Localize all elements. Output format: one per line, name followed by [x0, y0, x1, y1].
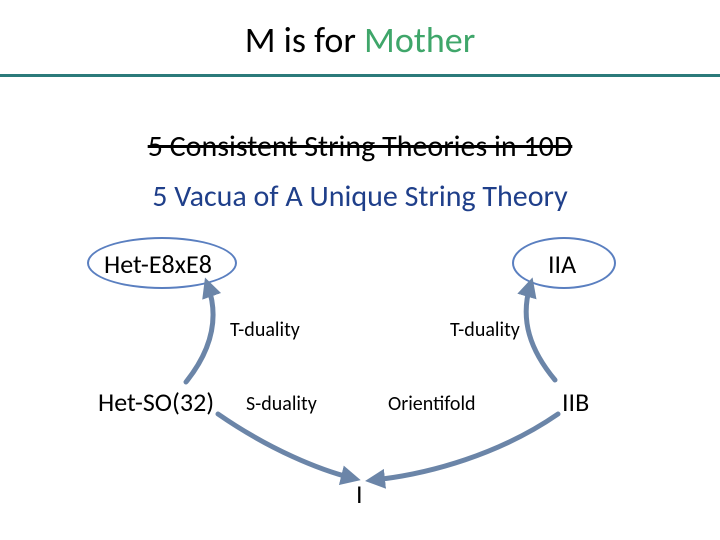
node-het-so32-label: Het-SO(32) — [98, 386, 214, 418]
label-t-duality-left: T-duality — [230, 318, 300, 342]
page-title: M is for Mother — [0, 0, 720, 70]
node-iia-label: IIA — [548, 248, 576, 280]
node-iib-label: IIB — [562, 386, 589, 418]
node-i-label: I — [356, 478, 363, 510]
label-t-duality-right: T-duality — [450, 318, 520, 342]
label-orientifold-text: Orientifold — [388, 392, 476, 416]
label-t-right-text: T-duality — [450, 318, 520, 342]
title-highlight: Mother — [364, 18, 475, 62]
label-s-duality: S-duality — [246, 392, 317, 416]
arrow-IIB-to-I — [374, 414, 558, 480]
label-orientifold: Orientifold — [388, 392, 476, 416]
label-s-duality-text: S-duality — [246, 392, 317, 416]
subtitle-main: 5 Vacua of A Unique String Theory — [0, 178, 720, 215]
arrow-hetSO32-to-hetE8 — [186, 286, 213, 382]
subtitle2-text: 5 Vacua of A Unique String Theory — [152, 178, 568, 215]
node-i: I — [356, 478, 363, 510]
node-iia: IIA — [548, 248, 576, 280]
node-het-e8-label: Het-E8xE8 — [104, 248, 212, 280]
arrow-hetSO32-to-I — [218, 414, 352, 478]
subtitle-strikethrough: 5 Consistent String Theories in 10D — [0, 128, 720, 165]
label-t-left-text: T-duality — [230, 318, 300, 342]
title-underline — [0, 74, 720, 77]
node-het-e8: Het-E8xE8 — [104, 248, 212, 280]
node-het-so32: Het-SO(32) — [98, 386, 214, 418]
node-iib: IIB — [562, 386, 589, 418]
subtitle1-text: 5 Consistent String Theories in 10D — [148, 128, 573, 165]
arrow-IIB-to-IIA — [526, 286, 555, 380]
title-prefix: M is for — [245, 18, 364, 62]
